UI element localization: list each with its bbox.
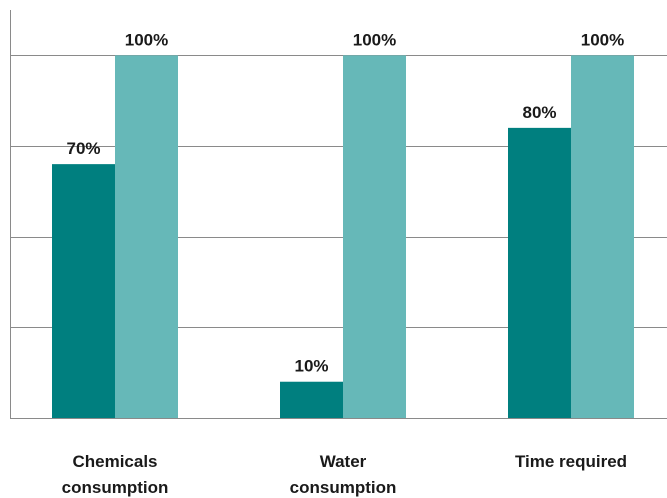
data-label: 100% — [581, 30, 624, 49]
data-label: 70% — [66, 139, 100, 158]
data-label: 100% — [125, 30, 168, 49]
bar-baseline-1 — [343, 55, 406, 418]
category-label: Time required — [515, 452, 627, 471]
bar-baseline-2 — [571, 55, 634, 418]
bars — [52, 55, 634, 418]
bar-reduced-1 — [280, 381, 343, 418]
data-label: 100% — [353, 30, 396, 49]
bar-reduced-0 — [52, 164, 115, 418]
value-labels: 70% 10% 80% 100% 100% 100% — [66, 30, 624, 375]
bar-reduced-2 — [508, 127, 571, 418]
data-label: 10% — [294, 357, 328, 376]
data-label: 80% — [522, 103, 556, 122]
category-label: Chemicals consumption — [62, 452, 169, 497]
bar-baseline-0 — [115, 55, 178, 418]
category-labels: Chemicals consumption Water consumption Time… — [62, 452, 627, 497]
category-label: Water consumption — [290, 452, 397, 497]
